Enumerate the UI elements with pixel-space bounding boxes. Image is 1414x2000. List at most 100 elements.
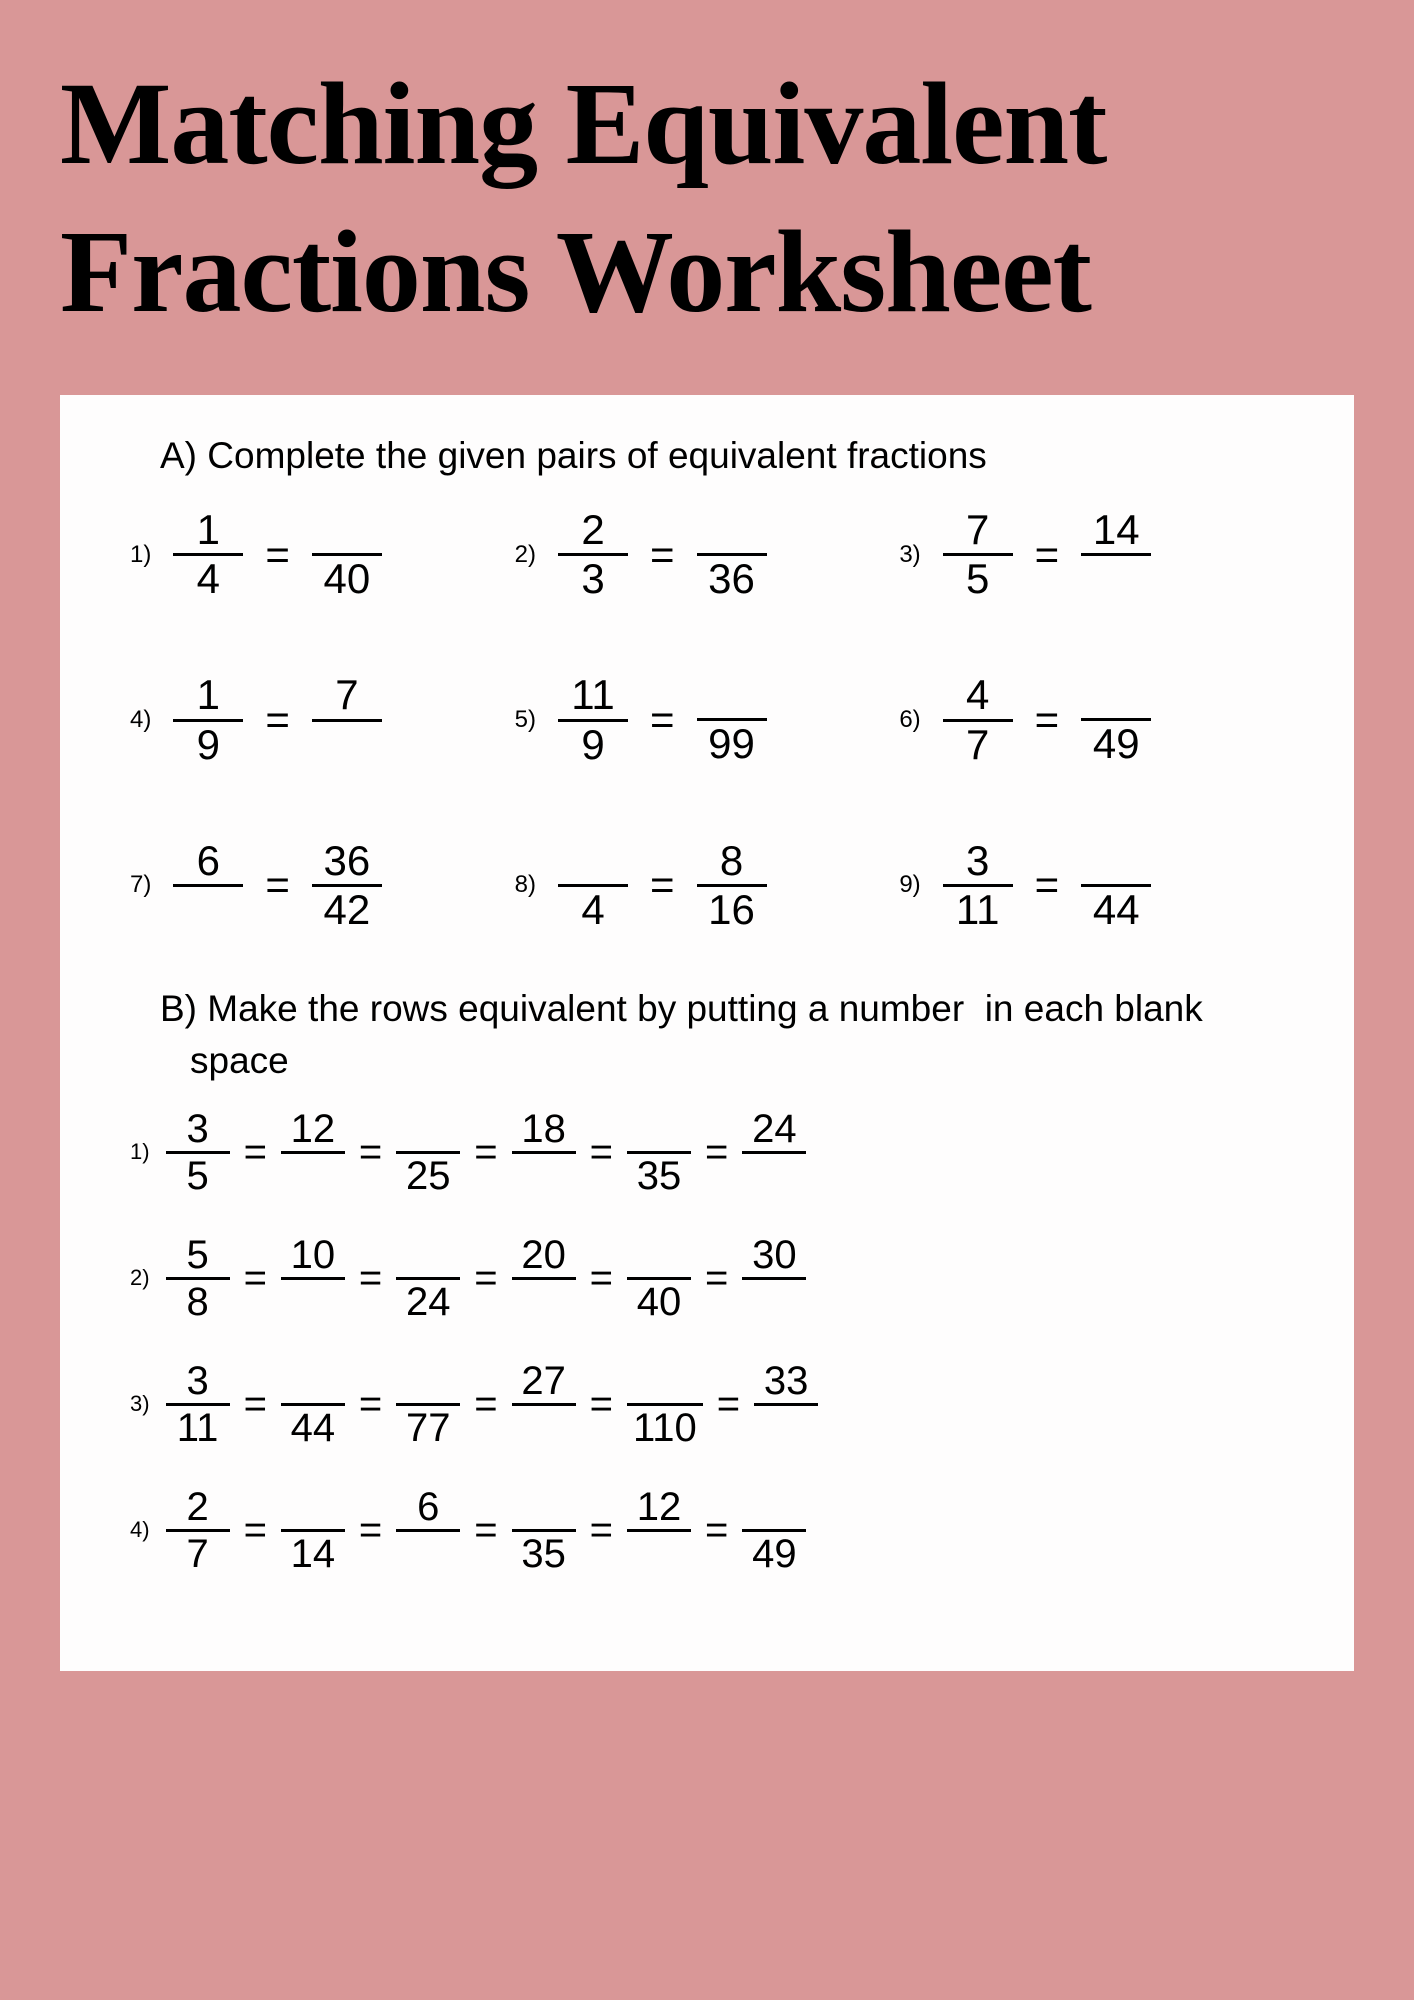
fraction: 30 [742,1233,806,1324]
numerator: 4 [958,672,997,718]
numerator: 8 [712,838,751,884]
equals-sign: = [357,1130,384,1175]
fraction: 44 [281,1359,345,1450]
denominator [538,1280,550,1324]
denominator [653,1532,665,1576]
denominator: 11 [948,887,1008,933]
fraction: 7 [312,672,382,767]
numerator: 3 [180,1107,214,1151]
fraction: 816 [697,838,767,933]
problem-number: 6) [899,706,920,734]
equals-sign: = [703,1256,730,1301]
fraction: 33 [754,1359,818,1450]
denominator: 99 [700,721,763,767]
problem-number: 2) [130,1265,150,1291]
fraction: 49 [742,1485,806,1576]
fraction: 311 [943,838,1013,933]
numerator: 33 [758,1359,815,1403]
fraction: 35 [627,1107,691,1198]
fraction: 14 [173,507,243,602]
numerator: 11 [563,672,623,718]
equals-sign: = [703,1508,730,1553]
denominator: 14 [285,1532,342,1576]
denominator: 25 [400,1154,457,1198]
fraction: 47 [943,672,1013,767]
denominator: 40 [316,556,379,602]
page-title: Matching Equivalent Fractions Worksheet [60,50,1354,345]
denominator [307,1154,319,1198]
fraction: 10 [281,1233,345,1324]
denominator [780,1406,792,1450]
equals-sign: = [646,861,679,909]
equals-sign: = [472,1382,499,1427]
equals-sign: = [357,1508,384,1553]
fraction: 27 [166,1485,230,1576]
numerator [1108,672,1124,718]
fraction: 25 [396,1107,460,1198]
equals-sign: = [472,1508,499,1553]
fraction: 311 [166,1359,230,1450]
equals-sign: = [242,1256,269,1301]
denominator: 5 [958,556,997,602]
fraction: 40 [312,507,382,602]
fraction: 18 [512,1107,576,1198]
numerator: 30 [746,1233,803,1277]
numerator: 3 [958,838,997,884]
numerator [538,1485,550,1529]
section-b-instruction: B) Make the rows equivalent by putting a… [160,983,1284,1087]
fraction: 35 [166,1107,230,1198]
denominator [768,1154,780,1198]
denominator: 44 [285,1406,342,1450]
fraction: 14 [1081,507,1151,602]
fraction: 99 [697,672,767,767]
denominator [200,887,216,933]
numerator [659,1359,671,1403]
problem-row: 1)35=12=25=18=35=24 [130,1107,1284,1198]
denominator: 9 [189,722,228,768]
equals-sign: = [1031,861,1064,909]
numerator [724,672,740,718]
numerator: 12 [631,1485,688,1529]
fraction: 58 [166,1233,230,1324]
problem-number: 2) [515,541,536,569]
denominator: 9 [573,722,612,768]
numerator: 14 [1085,507,1148,553]
denominator: 4 [189,556,228,602]
equals-sign: = [242,1130,269,1175]
problem: 4)19=7 [130,672,515,767]
denominator [339,722,355,768]
equals-sign: = [588,1130,615,1175]
problem-row: 2)58=10=24=20=40=30 [130,1233,1284,1324]
numerator: 10 [285,1233,342,1277]
denominator: 11 [171,1406,225,1450]
numerator [307,1359,319,1403]
denominator: 16 [700,887,763,933]
fraction: 119 [558,672,628,767]
numerator: 3 [180,1359,214,1403]
fraction: 24 [742,1107,806,1198]
numerator: 27 [515,1359,572,1403]
fraction: 44 [1081,838,1151,933]
numerator [653,1107,665,1151]
numerator: 7 [327,672,366,718]
problem: 5)119=99 [515,672,900,767]
numerator: 6 [189,838,228,884]
fraction: 23 [558,507,628,602]
numerator [585,838,601,884]
numerator [724,507,740,553]
denominator [1108,556,1124,602]
problem: 7)6=3642 [130,838,515,933]
denominator: 35 [515,1532,572,1576]
numerator: 5 [180,1233,214,1277]
equals-sign: = [261,531,294,579]
numerator: 18 [515,1107,572,1151]
equals-sign: = [242,1382,269,1427]
worksheet-sheet: A) Complete the given pairs of equivalen… [60,395,1354,1671]
denominator: 5 [180,1154,214,1198]
fraction: 77 [396,1359,460,1450]
equals-sign: = [1031,696,1064,744]
denominator [307,1280,319,1324]
denominator: 42 [316,887,379,933]
problem-number: 5) [515,706,536,734]
problem-number: 7) [130,871,151,899]
